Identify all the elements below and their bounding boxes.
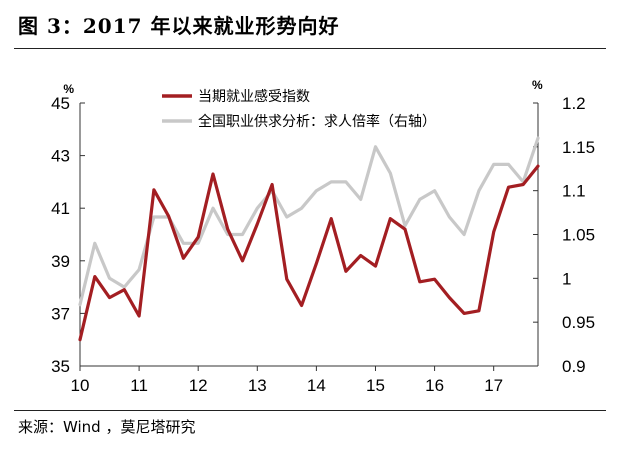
x-tick-label: 14 xyxy=(307,376,326,395)
right-tick-label: 1 xyxy=(562,269,571,288)
left-axis-unit: % xyxy=(63,82,74,96)
left-tick-label: 45 xyxy=(51,94,70,113)
series-line-employment-index xyxy=(78,164,540,342)
right-tick-label: 1.15 xyxy=(562,138,595,157)
legend-label-job-ratio: 全国职业供求分析：求人倍率（右轴） xyxy=(198,113,436,129)
page-title: 图 3：2017 年以来就业形势向好 xyxy=(18,14,340,38)
left-tick-label: 39 xyxy=(51,252,70,271)
right-tick-label: 0.9 xyxy=(562,357,586,376)
series-line-job-ratio xyxy=(78,136,540,307)
title-divider xyxy=(14,48,606,49)
left-tick-label: 43 xyxy=(51,147,70,166)
x-tick-label: 17 xyxy=(484,376,503,395)
x-tick-label: 10 xyxy=(71,376,90,395)
x-tick-label: 15 xyxy=(366,376,385,395)
left-tick-label: 37 xyxy=(51,304,70,323)
right-tick-label: 0.95 xyxy=(562,313,595,332)
right-tick-label: 1.1 xyxy=(562,182,586,201)
chart-plot-area xyxy=(78,136,540,342)
left-tick-label: 41 xyxy=(51,199,70,218)
chart-axes: 35 37 39 41 43 45% 0.9 0.95 1 1.05 1.1 1.15 1.2% 10 11… xyxy=(51,78,595,395)
right-tick-label: 1.2 xyxy=(562,94,586,113)
source-note: 来源：Wind ，莫尼塔研究 xyxy=(18,418,196,436)
x-tick-label: 16 xyxy=(425,376,444,395)
x-tick-label: 13 xyxy=(248,376,267,395)
right-axis-unit: % xyxy=(532,78,543,92)
source-divider xyxy=(14,410,606,411)
x-tick-label: 11 xyxy=(130,376,148,395)
left-tick-label: 35 xyxy=(51,357,70,376)
legend-label-employment-index: 当期就业感受指数 xyxy=(198,88,310,104)
x-tick-label: 12 xyxy=(189,376,208,395)
right-tick-label: 1.05 xyxy=(562,226,595,245)
